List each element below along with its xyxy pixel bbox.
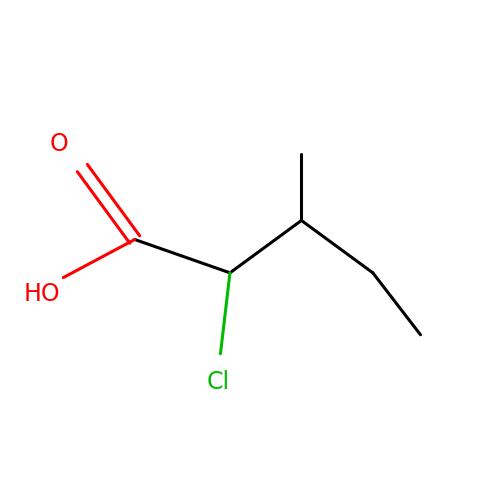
Text: HO: HO — [23, 282, 60, 306]
Text: O: O — [49, 132, 68, 156]
Text: Cl: Cl — [206, 370, 229, 394]
